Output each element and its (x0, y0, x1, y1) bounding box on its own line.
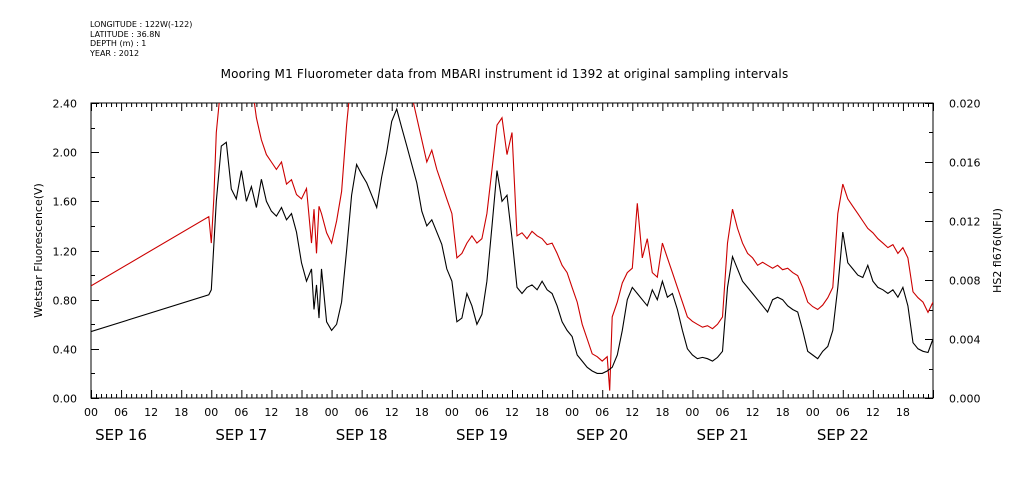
x-day-label: SEP 20 (576, 426, 628, 444)
x-hour-label: 12 (625, 406, 639, 419)
y-right-tick-label: 0.012 (949, 216, 981, 229)
x-hour-label: 00 (204, 406, 218, 419)
x-hour-label: 18 (535, 406, 549, 419)
year-label: YEAR : 2012 (90, 48, 140, 58)
x-hour-label: 12 (505, 406, 519, 419)
x-hour-label: 00 (685, 406, 699, 419)
y-left-tick-label: 1.60 (53, 196, 78, 209)
x-hour-label: 00 (84, 406, 98, 419)
x-hour-label: 12 (866, 406, 880, 419)
x-hour-label: 18 (896, 406, 910, 419)
y-left-tick-label: 1.20 (53, 246, 78, 259)
x-hour-label: 00 (565, 406, 579, 419)
y-left-tick-label: 0.40 (53, 344, 78, 357)
y-left-tick-label: 0.80 (53, 295, 78, 308)
y-right-tick-label: 0.016 (949, 157, 981, 170)
longitude-label: LONGITUDE : 122W(-122) (90, 20, 193, 29)
x-day-label: SEP 16 (95, 426, 147, 444)
x-hour-label: 06 (595, 406, 609, 419)
hs2-fl676-line (91, 103, 933, 391)
mooring-metadata: LONGITUDE : 122W(-122) LATITUDE : 36.8N … (90, 20, 192, 58)
x-day-label: SEP 17 (215, 426, 267, 444)
y-left-tick-label: 2.40 (53, 98, 78, 111)
x-day-label: SEP 21 (697, 426, 749, 444)
x-hour-label: 18 (174, 406, 188, 419)
y-left-tick-label: 0.00 (53, 393, 78, 406)
x-hour-label: 18 (415, 406, 429, 419)
x-hour-label: 12 (144, 406, 158, 419)
y-right-tick-label: 0.004 (949, 334, 981, 347)
x-day-label: SEP 18 (336, 426, 388, 444)
x-hour-label: 00 (325, 406, 339, 419)
x-hour-label: 12 (746, 406, 760, 419)
chart-title: Mooring M1 Fluorometer data from MBARI i… (220, 67, 789, 81)
y-right-tick-label: 0.000 (949, 393, 981, 406)
wetstar-fluorescence-line (91, 107, 933, 374)
latitude-label: LATITUDE : 36.8N (90, 29, 161, 39)
x-hour-label: 06 (234, 406, 248, 419)
x-hour-label: 12 (264, 406, 278, 419)
x-day-label: SEP 19 (456, 426, 508, 444)
x-hour-label: 18 (655, 406, 669, 419)
x-hour-label: 06 (114, 406, 128, 419)
x-hour-label: 00 (806, 406, 820, 419)
x-hour-label: 00 (445, 406, 459, 419)
x-hour-label: 06 (355, 406, 369, 419)
y-right-tick-label: 0.008 (949, 275, 981, 288)
y-right-tick-label: 0.020 (949, 98, 981, 111)
x-hour-label: 18 (776, 406, 790, 419)
y-right-axis-title: HS2 fl676(NFU) (991, 208, 1004, 293)
x-day-label: SEP 22 (817, 426, 869, 444)
y-left-axis-title: Wetstar Fluorescence(V) (32, 183, 45, 318)
x-hour-label: 18 (295, 406, 309, 419)
depth-label: DEPTH (m) : 1 (90, 39, 147, 48)
plot-frame (90, 102, 934, 399)
x-hour-label: 06 (716, 406, 730, 419)
x-hour-label: 06 (836, 406, 850, 419)
x-hour-label: 06 (475, 406, 489, 419)
y-left-tick-label: 2.00 (53, 147, 78, 160)
x-hour-label: 12 (385, 406, 399, 419)
